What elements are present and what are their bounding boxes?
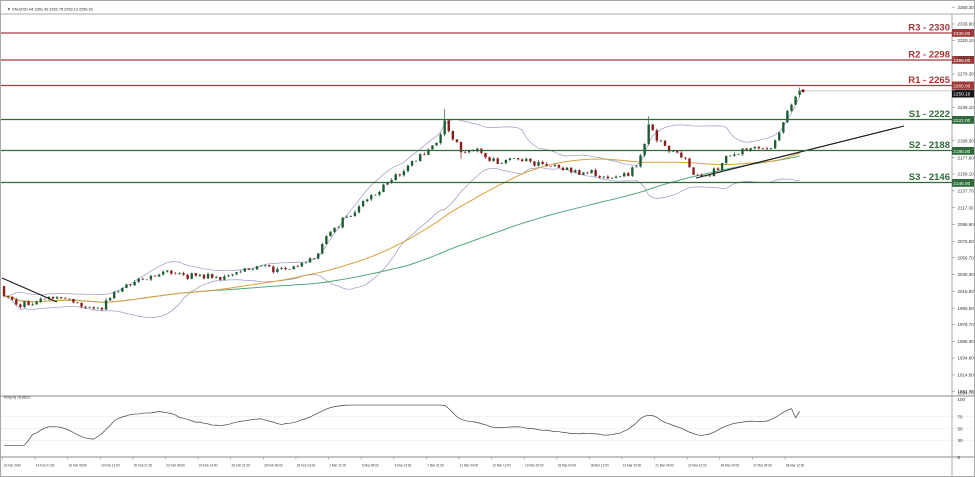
svg-text:2188.00: 2188.00: [953, 149, 970, 154]
svg-text:11 Mar 04:00: 11 Mar 04:00: [460, 464, 479, 468]
svg-text:13 Mar 20:00: 13 Mar 20:00: [525, 464, 544, 468]
svg-text:70: 70: [958, 414, 964, 419]
svg-text:14 Feb 21:00: 14 Feb 21:00: [36, 464, 55, 468]
svg-text:28 Mar 12:00: 28 Mar 12:00: [786, 464, 805, 468]
svg-text:2320.10: 2320.10: [958, 38, 975, 43]
svg-text:6 Mar 13:00: 6 Mar 13:00: [395, 464, 412, 468]
svg-text:2239.10: 2239.10: [958, 105, 975, 110]
svg-text:2177.90: 2177.90: [958, 155, 975, 160]
svg-text:19 Feb 13:00: 19 Feb 13:00: [101, 464, 120, 468]
svg-text:2096.90: 2096.90: [958, 222, 975, 227]
svg-text:2339.90: 2339.90: [958, 22, 975, 27]
svg-text:100: 100: [958, 397, 966, 402]
svg-text:20 Feb 21:00: 20 Feb 21:00: [134, 464, 153, 468]
svg-text:2015.90: 2015.90: [958, 289, 975, 294]
svg-text:R1 - 2265: R1 - 2265: [908, 75, 950, 86]
svg-text:2146.00: 2146.00: [953, 181, 970, 186]
svg-text:2056.70: 2056.70: [958, 255, 975, 260]
svg-text:29 Feb 13:00: 29 Feb 13:00: [297, 464, 316, 468]
svg-text:2158.10: 2158.10: [958, 172, 975, 177]
svg-text:15 Mar 04:00: 15 Mar 04:00: [558, 464, 577, 468]
svg-text:▼ XAUUSD.H4 2261.49 2262.75 2: ▼ XAUUSD.H4 2261.49 2262.75 2259.13 2259…: [7, 7, 93, 11]
svg-text:2076.50: 2076.50: [958, 239, 975, 244]
svg-text:13 Feb 2024: 13 Feb 2024: [3, 464, 21, 468]
svg-text:2330.00: 2330.00: [953, 31, 970, 36]
svg-text:23 Feb 13:00: 23 Feb 13:00: [199, 464, 218, 468]
svg-text:18 Mar 12:00: 18 Mar 12:00: [590, 464, 609, 468]
svg-text:12 Mar 12:00: 12 Mar 12:00: [492, 464, 511, 468]
svg-text:22 Mar 12:00: 22 Mar 12:00: [688, 464, 707, 468]
svg-text:21 Mar 04:00: 21 Mar 04:00: [655, 464, 674, 468]
svg-text:1975.70: 1975.70: [958, 322, 975, 327]
svg-text:1995.50: 1995.50: [958, 306, 975, 311]
svg-text:5 Mar 05:00: 5 Mar 05:00: [362, 464, 379, 468]
svg-text:1934.90: 1934.90: [958, 356, 975, 361]
svg-text:50: 50: [958, 426, 964, 431]
svg-text:28 Feb 06:00: 28 Feb 06:00: [264, 464, 283, 468]
svg-text:RSI(14) 78.8523: RSI(14) 78.8523: [4, 395, 30, 399]
svg-text:2117.30: 2117.30: [958, 205, 974, 210]
svg-text:2036.30: 2036.30: [958, 272, 975, 277]
svg-text:2137.70: 2137.70: [958, 189, 975, 194]
svg-text:2198.30: 2198.30: [958, 139, 975, 144]
svg-text:27 Mar 04:00: 27 Mar 04:00: [753, 464, 772, 468]
svg-text:S1 - 2222: S1 - 2222: [909, 109, 950, 120]
svg-text:1 Mar 21:00: 1 Mar 21:00: [329, 464, 346, 468]
svg-text:30: 30: [958, 438, 964, 443]
svg-text:7 Mar 21:00: 7 Mar 21:00: [427, 464, 444, 468]
svg-text:S2 - 2188: S2 - 2188: [909, 140, 950, 151]
svg-text:2279.30: 2279.30: [958, 72, 975, 77]
svg-text:S3 - 2146: S3 - 2146: [909, 172, 950, 183]
svg-text:2222.00: 2222.00: [953, 118, 970, 123]
svg-text:22 Feb 06:00: 22 Feb 06:00: [166, 464, 185, 468]
svg-text:2299.70: 2299.70: [958, 55, 975, 60]
svg-text:16 Feb 06:00: 16 Feb 06:00: [69, 464, 88, 468]
svg-text:26 Mar 20:00: 26 Mar 20:00: [721, 464, 740, 468]
svg-text:1894.70: 1894.70: [958, 390, 975, 395]
svg-text:2360.30: 2360.30: [958, 5, 975, 10]
svg-text:1914.50: 1914.50: [958, 373, 975, 378]
svg-text:26 Feb 21:00: 26 Feb 21:00: [232, 464, 251, 468]
svg-text:19 Mar 20:00: 19 Mar 20:00: [623, 464, 642, 468]
svg-text:1955.30: 1955.30: [958, 339, 975, 344]
svg-text:R3 - 2330: R3 - 2330: [908, 22, 950, 33]
svg-text:R2 - 2298: R2 - 2298: [908, 49, 950, 60]
svg-text:2258.90: 2258.90: [958, 89, 975, 94]
